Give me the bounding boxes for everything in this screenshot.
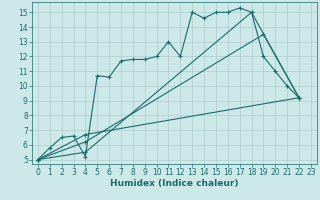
X-axis label: Humidex (Indice chaleur): Humidex (Indice chaleur): [110, 179, 239, 188]
